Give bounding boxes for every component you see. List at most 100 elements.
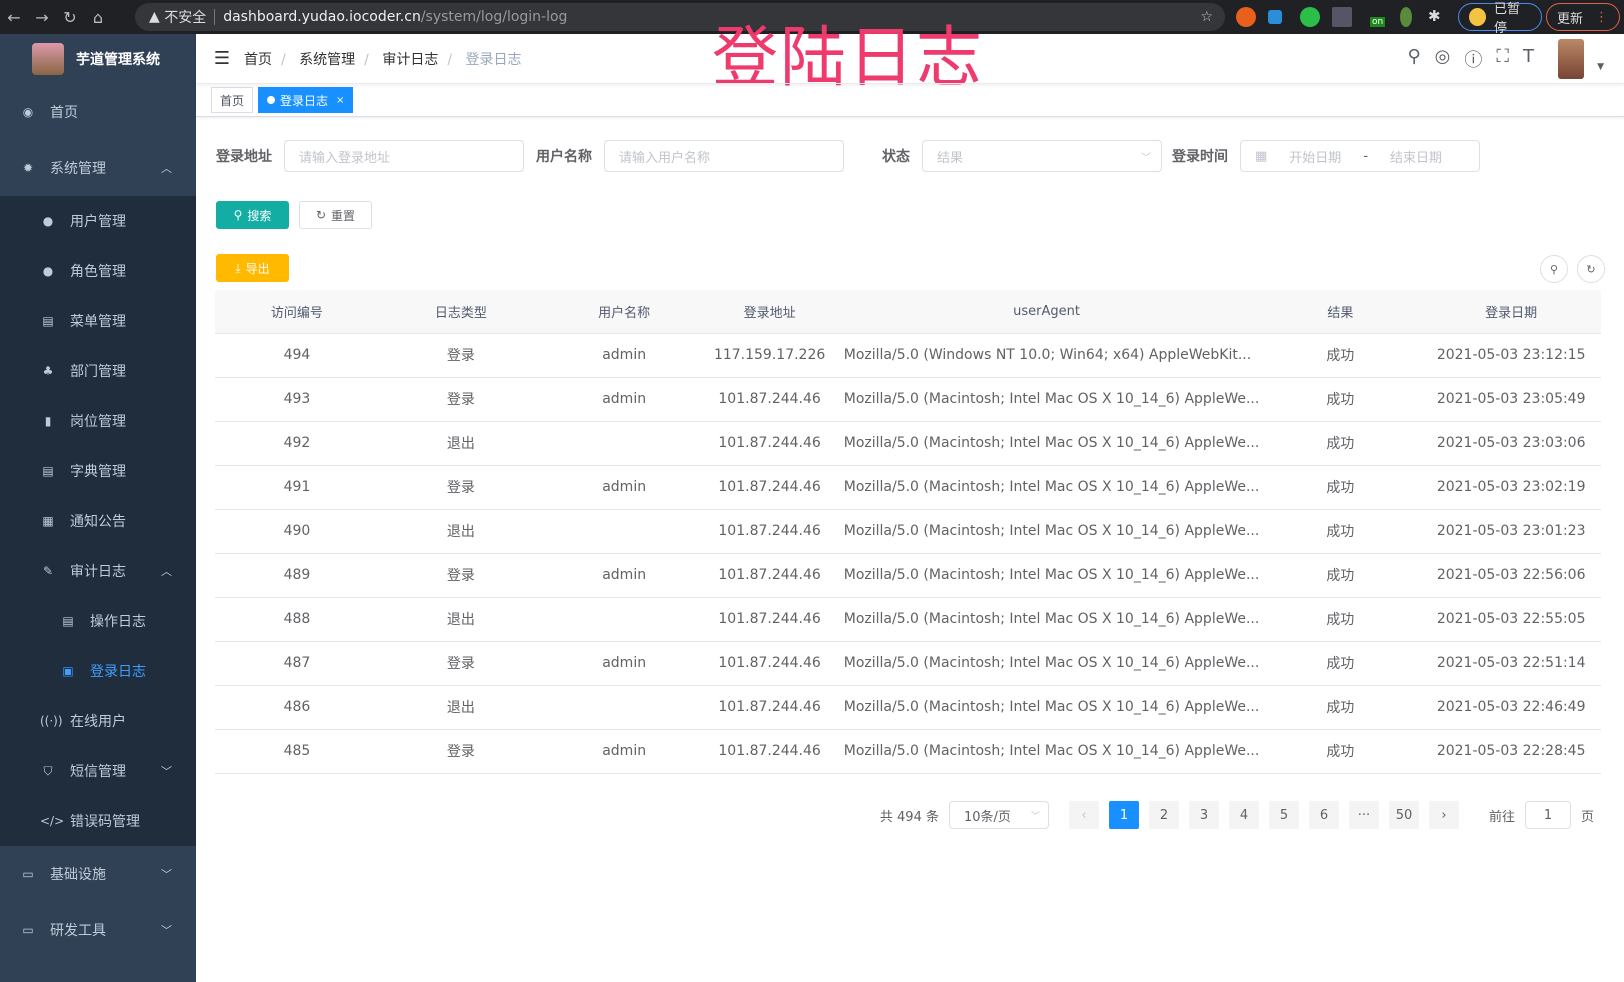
sidebar-item-login-log[interactable]: ▣ 登录日志 (0, 646, 196, 696)
page-button[interactable]: 3 (1188, 801, 1219, 829)
sidebar-item-dict[interactable]: ▤ 字典管理 (0, 446, 196, 496)
table-row[interactable]: 492 退出 101.87.244.46 Mozilla/5.0 (Macintosh… (215, 421, 1601, 466)
github-icon[interactable]: ◎ (1434, 46, 1451, 67)
extension-icon[interactable] (1400, 7, 1412, 27)
table-cell: admin (542, 553, 706, 598)
menu-label: 操作日志 (90, 614, 146, 630)
sidebar-item-depts[interactable]: ♣ 部门管理 (0, 346, 196, 396)
page-button[interactable]: ··· (1348, 801, 1379, 829)
breadcrumb-item[interactable]: 审计日志 (382, 51, 439, 68)
sidebar-item-notice[interactable]: ▦ 通知公告 (0, 496, 196, 546)
sidebar-item-roles[interactable]: ● 角色管理 (0, 246, 196, 296)
url-path: /system/log/login-log (420, 9, 568, 25)
table-cell: 成功 (1259, 685, 1422, 730)
chevron-down-icon: ﹀ (161, 924, 172, 937)
prev-page-button[interactable]: ‹ (1068, 801, 1099, 829)
reload-icon[interactable]: ↻ (63, 7, 77, 27)
font-size-icon[interactable]: T (1523, 46, 1534, 67)
table-cell: 退出 (378, 685, 543, 730)
help-icon[interactable]: ⓘ (1464, 50, 1483, 71)
table-cell: 2021-05-03 23:03:06 (1421, 421, 1601, 466)
menu-label: 系统管理 (50, 161, 106, 177)
login-time-label: 登录时间 (1172, 149, 1228, 165)
table-row[interactable]: 487 登录 admin 101.87.244.46 Mozilla/5.0 (Maci… (215, 641, 1601, 686)
sidebar-item-menus[interactable]: ▤ 菜单管理 (0, 296, 196, 346)
goto-page-input[interactable]: 1 (1524, 801, 1571, 829)
table-cell: 退出 (378, 421, 543, 466)
next-page-button[interactable]: › (1428, 801, 1459, 829)
hamburger-icon[interactable]: ☰ (213, 48, 231, 69)
table-row[interactable]: 494 登录 admin 117.159.17.226 Mozilla/5.0 (Win… (215, 333, 1601, 378)
message-icon: ▦ (42, 514, 54, 528)
reset-button[interactable]: ↻ 重置 (299, 201, 372, 229)
extension-icon[interactable] (1300, 7, 1320, 27)
sidebar-item-online[interactable]: ((·)) 在线用户 (0, 696, 196, 746)
table-row[interactable]: 493 登录 admin 101.87.244.46 Mozilla/5.0 (Maci… (215, 377, 1601, 422)
breadcrumb-item[interactable]: 首页 (244, 51, 272, 68)
back-icon[interactable]: ← (7, 7, 21, 27)
address-input[interactable]: 请输入登录地址 (284, 140, 524, 172)
export-button[interactable]: ⤓ 导出 (216, 254, 289, 282)
table-row[interactable]: 491 登录 admin 101.87.244.46 Mozilla/5.0 (Maci… (215, 465, 1601, 510)
table-cell: 2021-05-03 22:46:49 (1421, 685, 1601, 730)
tag-home[interactable]: 首页 (211, 87, 254, 113)
table-cell: 2021-05-03 23:05:49 (1421, 377, 1601, 422)
extension-icon[interactable] (1268, 10, 1282, 24)
extension-icon[interactable] (1236, 7, 1256, 27)
table-row[interactable]: 485 登录 admin 101.87.244.46 Mozilla/5.0 (Maci… (215, 729, 1601, 774)
page-button[interactable]: 4 (1228, 801, 1259, 829)
sidebar-item-error-code[interactable]: </> 错误码管理 (0, 796, 196, 846)
profile-button[interactable]: 已暂停 (1458, 2, 1542, 36)
sidebar-item-system[interactable]: ✹ 系统管理 ︿ (0, 140, 196, 196)
sidebar-item-tools[interactable]: ▭ 研发工具 ﹀ (0, 902, 196, 958)
sidebar-item-users[interactable]: ● 用户管理 (0, 196, 196, 246)
dict-icon: ▤ (42, 464, 54, 478)
sidebar-item-infra[interactable]: ▭ 基础设施 ﹀ (0, 846, 196, 902)
page-button[interactable]: 6 (1308, 801, 1339, 829)
table-row[interactable]: 486 退出 101.87.244.46 Mozilla/5.0 (Macintosh… (215, 685, 1601, 730)
goto-label: 前往 (1488, 809, 1515, 825)
page-button[interactable]: 1 (1108, 801, 1139, 829)
page-button[interactable]: 2 (1148, 801, 1179, 829)
table-cell: Mozilla/5.0 (Macintosh; Intel Mac OS X 1… (833, 553, 1260, 598)
page-button[interactable]: 5 (1268, 801, 1299, 829)
status-select[interactable]: 结果 ﹀ (922, 140, 1162, 172)
refresh-table-button[interactable]: ↻ (1577, 255, 1605, 283)
sidebar-item-home[interactable]: ◉ 首页 (0, 84, 196, 140)
puzzle-icon[interactable]: ✱ (1428, 7, 1441, 25)
forward-icon[interactable]: → (35, 7, 49, 27)
table-cell: 493 (215, 377, 379, 422)
breadcrumb: 首页 / 系统管理 / 审计日志 / 登录日志 (244, 51, 522, 68)
bookmark-star-icon[interactable]: ☆ (1200, 9, 1213, 25)
extension-icon[interactable] (1332, 7, 1352, 27)
page-size-select[interactable]: 10条/页 ﹀ (948, 801, 1049, 829)
table-row[interactable]: 488 退出 101.87.244.46 Mozilla/5.0 (Macintosh… (215, 597, 1601, 642)
page-button[interactable]: 50 (1388, 801, 1419, 829)
menu-label: 审计日志 (70, 564, 126, 580)
table-row[interactable]: 489 登录 admin 101.87.244.46 Mozilla/5.0 (Maci… (215, 553, 1601, 598)
table-cell: 2021-05-03 23:02:19 (1421, 465, 1601, 510)
breadcrumb-item[interactable]: 系统管理 (299, 51, 356, 68)
username-input[interactable]: 请输入用户名称 (604, 140, 844, 172)
date-range-picker[interactable]: ▦ 开始日期 - 结束日期 (1240, 140, 1480, 172)
search-button[interactable]: ⚲ 搜索 (216, 201, 289, 229)
home-icon[interactable]: ⌂ (92, 7, 104, 27)
sidebar-item-audit-log[interactable]: ✎ 审计日志 ︿ (0, 546, 196, 596)
fullscreen-icon[interactable]: ⛶ (1496, 46, 1509, 67)
column-header: 登录日期 (1421, 290, 1601, 334)
search-icon[interactable]: ⚲ (1407, 46, 1421, 67)
caret-down-icon[interactable]: ▼ (1597, 62, 1604, 72)
tag-login-log[interactable]: 登录日志 × (258, 87, 354, 113)
toggle-search-button[interactable]: ⚲ (1540, 255, 1568, 283)
sidebar-item-posts[interactable]: ▮ 岗位管理 (0, 396, 196, 446)
sidebar-item-operate-log[interactable]: ▤ 操作日志 (0, 596, 196, 646)
avatar[interactable] (1558, 39, 1584, 79)
extension-badge[interactable]: on (1370, 17, 1386, 27)
update-button[interactable]: 更新 ⋮ (1546, 3, 1620, 31)
table-row[interactable]: 490 退出 101.87.244.46 Mozilla/5.0 (Macintosh… (215, 509, 1601, 554)
sidebar-item-sms[interactable]: ⛉ 短信管理 ﹀ (0, 746, 196, 796)
close-icon[interactable]: × (336, 94, 345, 106)
address-bar[interactable]: ▲ 不安全 dashboard.yudao.iocoder.cn/system/… (135, 3, 1225, 31)
user-icon: ● (42, 214, 54, 228)
table-cell: admin (542, 333, 706, 378)
